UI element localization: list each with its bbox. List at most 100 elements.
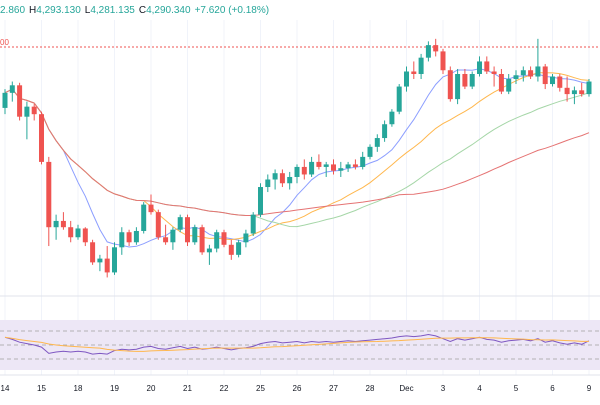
candle [382, 120, 388, 142]
candle [112, 242, 117, 275]
candle-body [185, 217, 190, 243]
candle [542, 63, 548, 90]
candle-body [272, 173, 278, 180]
candle [236, 239, 242, 258]
candle-body [491, 71, 497, 74]
candle [564, 76, 570, 102]
candle [39, 111, 44, 165]
candle-body [163, 237, 169, 243]
candle-body [126, 232, 132, 243]
candle-body [389, 111, 395, 125]
candle [272, 169, 278, 190]
candle [301, 159, 307, 180]
x-tick-label: 28 [366, 384, 375, 393]
candle [411, 61, 417, 80]
candle-body [53, 220, 59, 228]
candle [68, 220, 74, 243]
candle [331, 159, 336, 175]
candle-body [469, 74, 475, 87]
candle-body [440, 51, 446, 71]
candle-body [243, 233, 249, 243]
candle [133, 227, 139, 245]
candle-body [68, 227, 74, 238]
open-value: 2.860 [0, 5, 25, 16]
ohlc-header: 2.860 H4,293.130 L4,281.135 C4,290.340 +7.62… [0, 5, 269, 16]
candle-body [133, 230, 139, 243]
candle [119, 227, 125, 255]
x-tick-label: 26 [293, 384, 302, 393]
candle [491, 66, 497, 87]
candle-body [331, 164, 336, 171]
candle-body [586, 81, 592, 95]
candle-body [550, 76, 555, 85]
x-tick-label: 25 [256, 384, 265, 393]
candle-body [425, 45, 431, 58]
candle-body [155, 212, 161, 238]
candle-body [571, 90, 577, 95]
candle-body [382, 124, 388, 139]
candle-body [294, 166, 300, 177]
candle-body [542, 66, 548, 85]
candle [433, 38, 439, 57]
candle [404, 66, 409, 92]
candle [265, 174, 271, 193]
low-label: L [85, 5, 91, 16]
candle [571, 86, 577, 105]
close-value: 4,290.340 [146, 5, 191, 16]
candle [185, 214, 190, 247]
x-tick-label: 22 [220, 384, 229, 393]
candle-body [535, 66, 541, 77]
candle [279, 169, 285, 188]
candle [228, 239, 234, 260]
candle-body [279, 173, 285, 184]
candle [579, 82, 585, 97]
candle-body [2, 92, 8, 108]
candle [360, 151, 366, 170]
candle [586, 79, 592, 97]
candle [170, 227, 176, 250]
candle [484, 56, 490, 74]
candle [455, 68, 461, 105]
candle [557, 74, 563, 92]
x-tick-label: 27 [329, 384, 338, 393]
candle-body [462, 74, 468, 87]
rsi-band [0, 320, 600, 370]
candle [550, 74, 555, 87]
candle [367, 144, 373, 160]
candle [447, 66, 453, 102]
reference-price-label: 00 [0, 38, 9, 47]
candle-body [433, 45, 439, 52]
candle-body [9, 85, 15, 93]
candle-body [396, 86, 402, 112]
candle [258, 183, 263, 218]
candle [53, 214, 59, 240]
candle-body [192, 227, 198, 243]
candle [309, 156, 315, 177]
close-label: C [139, 5, 146, 16]
candle [31, 104, 37, 121]
candle [396, 84, 402, 115]
candle-body [46, 161, 52, 228]
candle-body [221, 232, 227, 245]
candle-body [287, 176, 293, 184]
candle-body [345, 164, 351, 169]
candle-body [528, 70, 534, 77]
candle-body [338, 168, 344, 171]
x-tick-label: 21 [183, 384, 192, 393]
candle [141, 202, 147, 234]
candle [506, 74, 512, 95]
candle [214, 229, 220, 253]
candle-body [352, 164, 358, 167]
candle-body [148, 204, 154, 213]
candle [75, 224, 81, 240]
candle [250, 212, 256, 236]
candle [469, 71, 475, 90]
low-value: 4,281.135 [90, 5, 135, 16]
candle [440, 48, 446, 74]
candle-body [60, 220, 66, 228]
candle-body [90, 242, 96, 263]
candle-body [498, 74, 504, 92]
candle-body [228, 244, 234, 255]
candle [345, 161, 351, 172]
x-tick-label: 3 [441, 384, 446, 393]
